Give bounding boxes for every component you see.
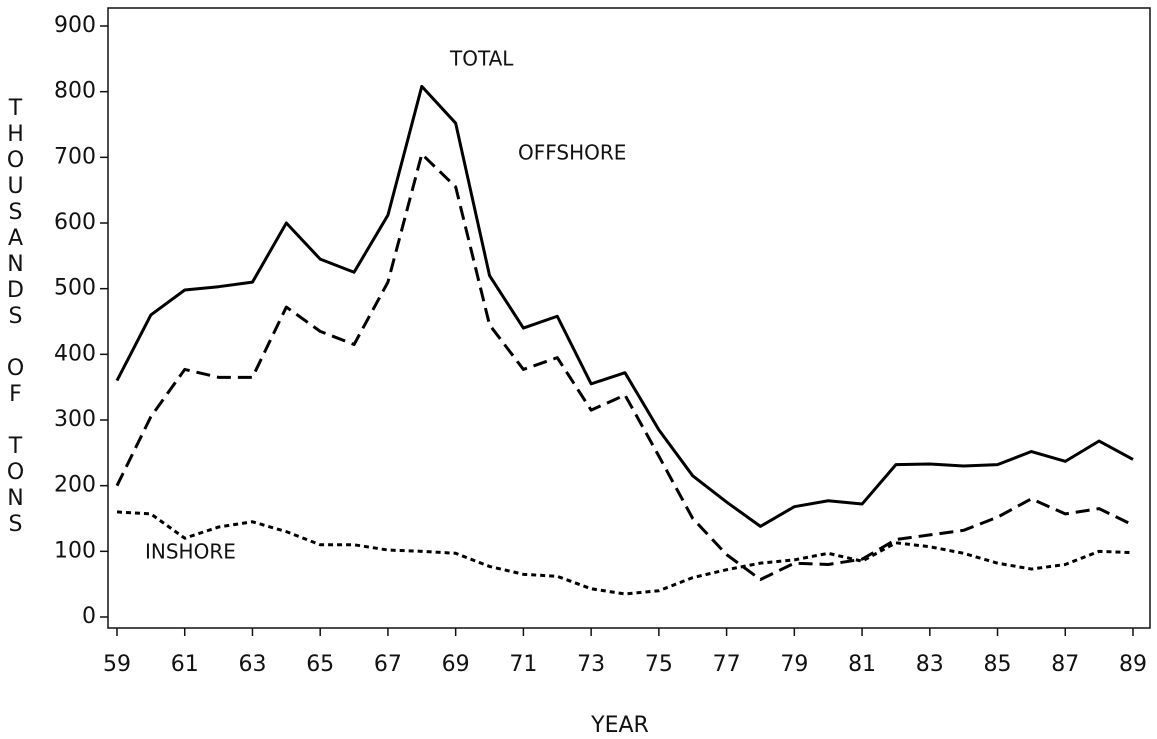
x-tick-label: 77 [713, 652, 741, 677]
x-tick-label: 73 [577, 652, 605, 677]
y-tick-label: 200 [54, 473, 96, 498]
y-tick-label: 900 [54, 13, 96, 38]
x-tick-label: 79 [780, 652, 808, 677]
x-tick-label: 81 [848, 652, 876, 677]
x-tick-label: 87 [1051, 652, 1079, 677]
plot-frame [107, 7, 1151, 629]
series-line [115, 84, 1134, 528]
x-tick-label: 69 [442, 652, 470, 677]
y-tick-label: 400 [54, 341, 96, 366]
series-label: TOTAL [449, 47, 514, 71]
y-tick-label: 700 [54, 144, 96, 169]
x-tick-label: 63 [238, 652, 266, 677]
series-line [116, 510, 1134, 596]
y-tick-label: 300 [54, 407, 96, 432]
x-tick-label: 71 [509, 652, 537, 677]
series-label: OFFSHORE [518, 141, 626, 165]
x-tick-label: 59 [103, 652, 131, 677]
y-tick-label: 100 [54, 538, 96, 563]
x-tick-label: 67 [374, 652, 402, 677]
x-tick-label: 85 [984, 652, 1012, 677]
series-label: INSHORE [145, 540, 236, 564]
series-line [115, 152, 1134, 582]
x-tick-label: 61 [171, 652, 199, 677]
x-axis-label: YEAR [590, 713, 649, 738]
y-tick-label: 500 [54, 276, 96, 301]
y-tick-label: 600 [54, 210, 96, 235]
x-tick-label: 83 [916, 652, 944, 677]
y-tick-label: 800 [54, 79, 96, 104]
y-tick-label: 0 [82, 604, 96, 629]
x-tick-label: 75 [645, 652, 673, 677]
y-axis-label: THOUSANDS OF TONS [3, 96, 28, 538]
x-tick-label: 65 [306, 652, 334, 677]
x-tick-label: 89 [1119, 652, 1147, 677]
